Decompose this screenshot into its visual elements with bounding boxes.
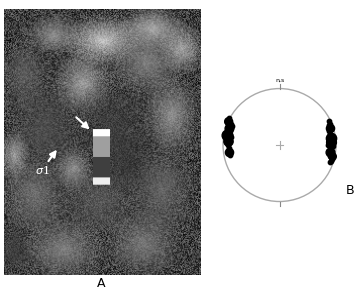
Point — [327, 134, 333, 139]
Point — [226, 146, 232, 150]
Point — [224, 130, 229, 135]
Point — [329, 140, 334, 144]
Point — [224, 120, 230, 125]
Point — [225, 140, 231, 144]
Point — [227, 119, 233, 124]
Point — [228, 135, 234, 139]
Point — [225, 125, 231, 129]
Point — [225, 127, 231, 132]
Text: $\sigma$1: $\sigma$1 — [35, 164, 50, 176]
Point — [326, 140, 331, 144]
Point — [327, 121, 333, 126]
Point — [327, 126, 333, 131]
Point — [226, 122, 232, 127]
Point — [328, 148, 334, 153]
Point — [329, 138, 335, 143]
Point — [228, 133, 233, 137]
Point — [328, 158, 334, 163]
Point — [326, 123, 331, 128]
Point — [228, 121, 234, 126]
Point — [228, 153, 233, 157]
Point — [227, 129, 233, 134]
Text: B: B — [346, 184, 355, 197]
Point — [326, 119, 332, 124]
Point — [327, 149, 333, 154]
Point — [329, 157, 335, 162]
Point — [327, 154, 333, 159]
Point — [326, 128, 332, 133]
Point — [329, 154, 335, 159]
Point — [225, 143, 231, 147]
Point — [328, 137, 334, 142]
Point — [326, 126, 332, 131]
Point — [226, 126, 232, 131]
Point — [327, 160, 333, 164]
Text: n,s: n,s — [275, 78, 284, 83]
Point — [226, 115, 232, 120]
Point — [227, 149, 232, 154]
Point — [327, 151, 333, 156]
Point — [329, 133, 334, 137]
Point — [330, 144, 335, 149]
Point — [227, 148, 232, 153]
Point — [227, 126, 232, 131]
Point — [325, 143, 331, 147]
Point — [328, 136, 334, 141]
Point — [227, 151, 233, 155]
Point — [327, 131, 333, 136]
Point — [225, 118, 231, 123]
Text: A: A — [97, 277, 106, 290]
Point — [224, 133, 230, 137]
Point — [225, 118, 231, 123]
Point — [229, 123, 234, 128]
Point — [329, 146, 334, 150]
Point — [225, 139, 231, 144]
Point — [224, 137, 230, 142]
